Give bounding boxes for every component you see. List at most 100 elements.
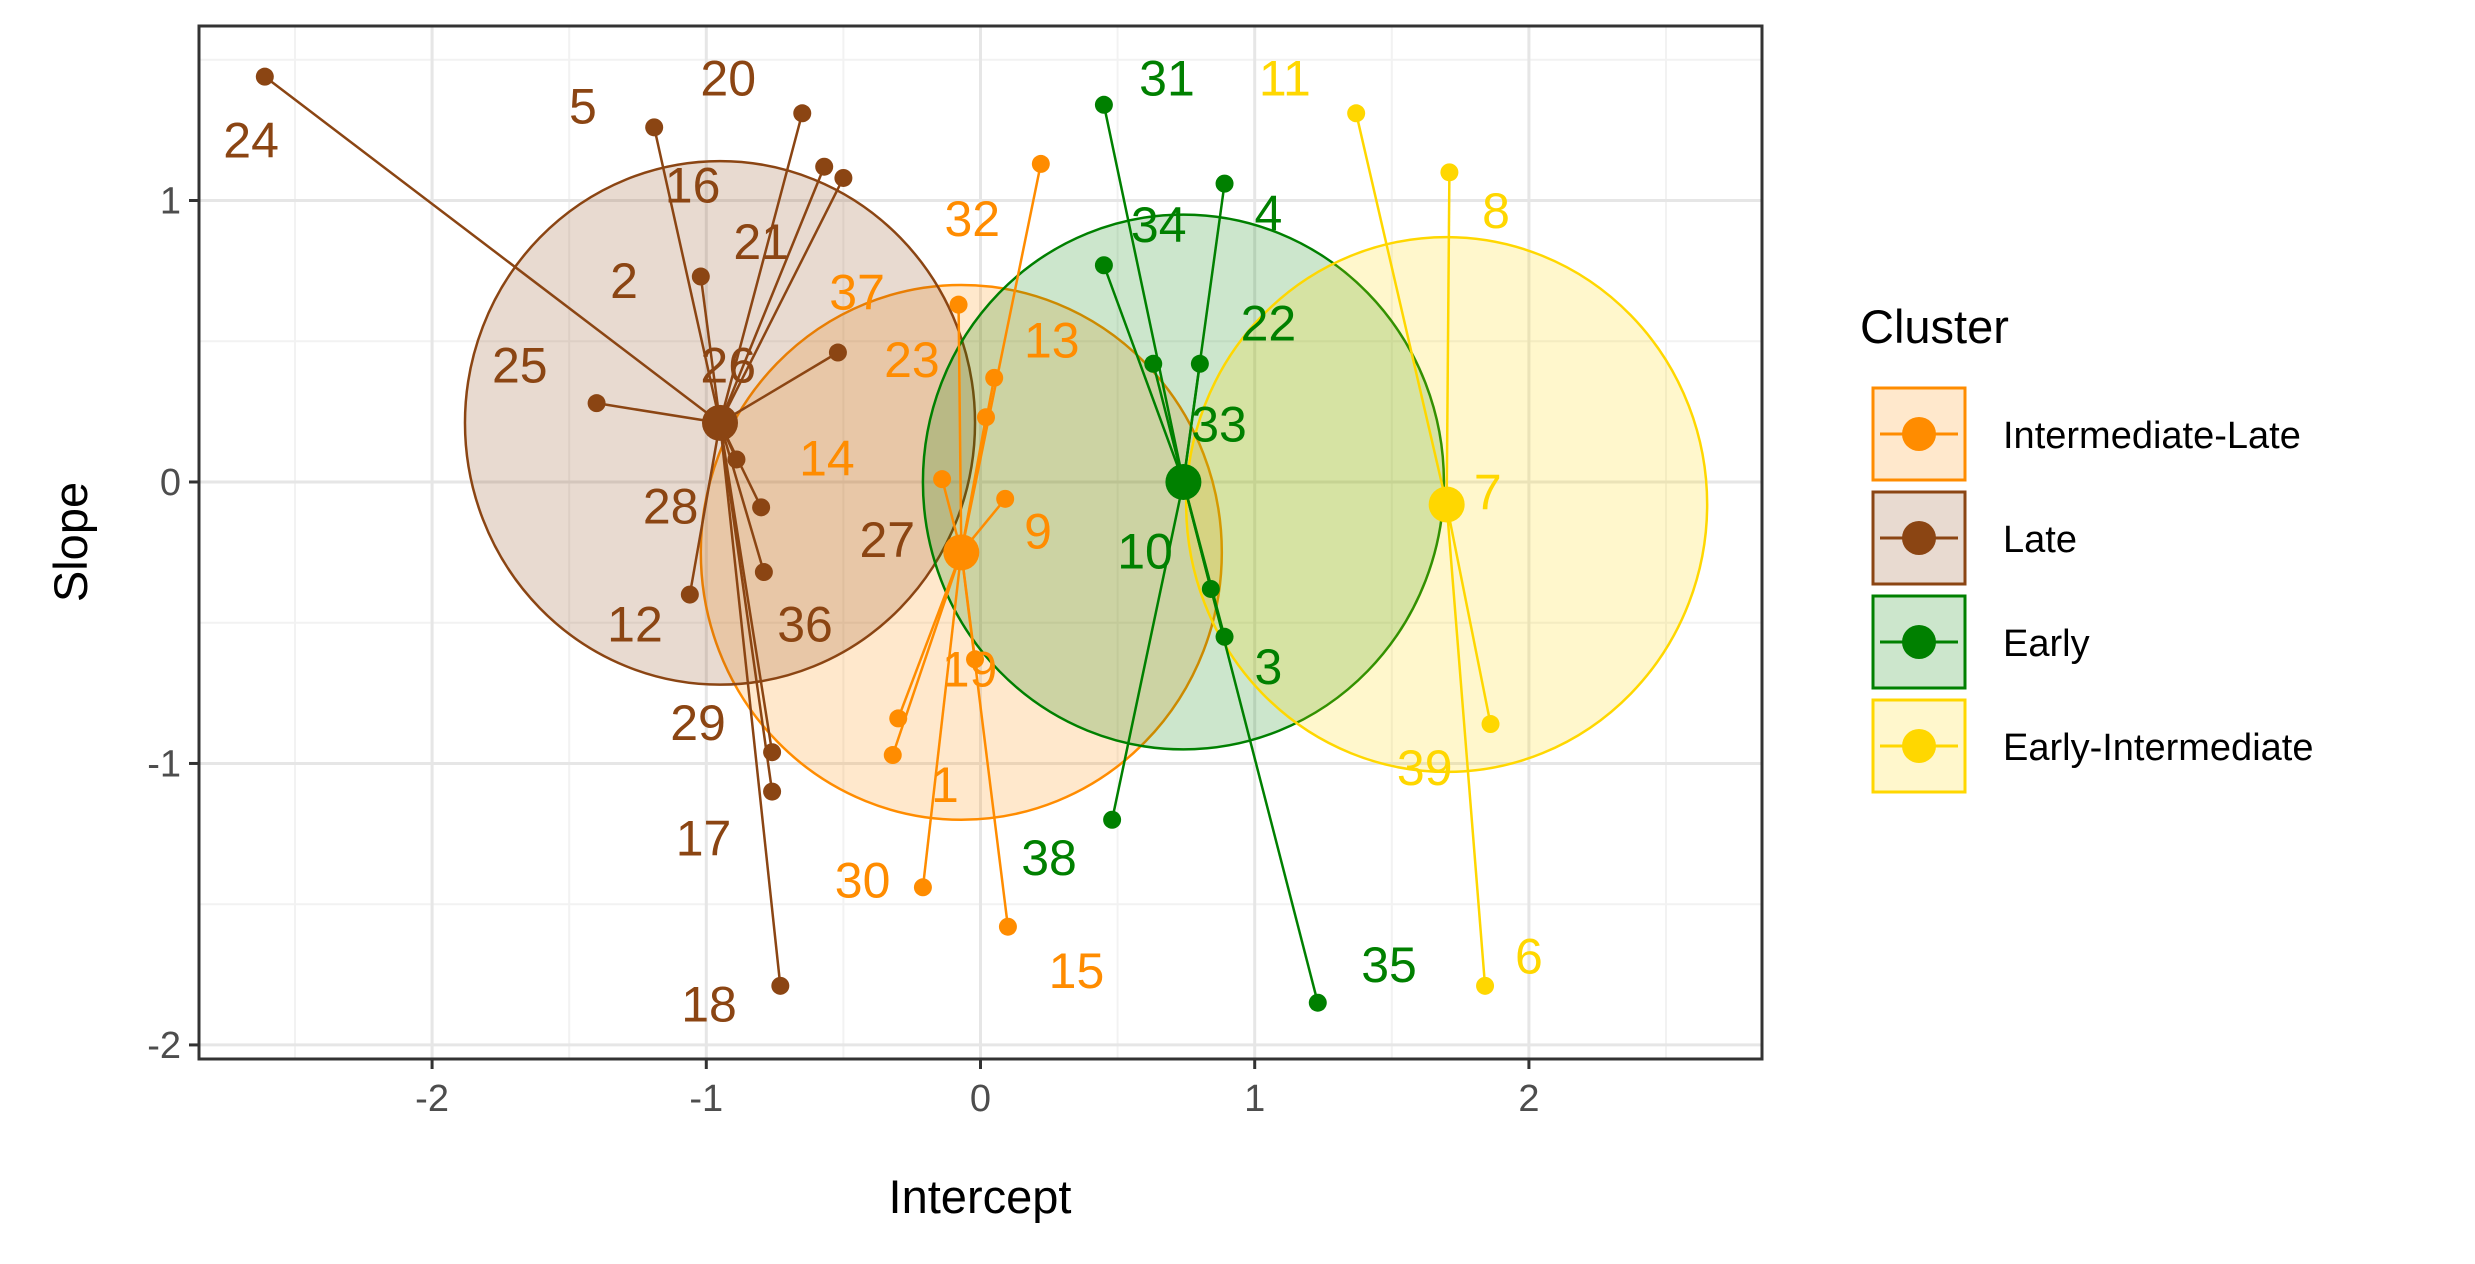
cluster-centroid bbox=[1428, 486, 1465, 523]
point-label: 11 bbox=[1259, 50, 1311, 106]
point-label: 30 bbox=[835, 853, 891, 909]
point-label: 36 bbox=[777, 597, 833, 653]
cluster-segment bbox=[652, 127, 722, 424]
point-label: 2 bbox=[610, 253, 638, 309]
point-label: 4 bbox=[1255, 186, 1283, 242]
data-point bbox=[691, 267, 710, 286]
x-axis-title: Intercept bbox=[889, 1170, 1072, 1223]
data-point bbox=[998, 917, 1017, 936]
x-tick-label: -2 bbox=[415, 1078, 449, 1120]
point-label: 8 bbox=[1482, 183, 1510, 239]
point-label: 33 bbox=[1191, 397, 1247, 453]
cluster-segment bbox=[1182, 363, 1202, 483]
point-label: 37 bbox=[829, 264, 885, 320]
cluster-segment bbox=[1110, 481, 1185, 821]
point-label: 21 bbox=[733, 214, 789, 270]
data-point bbox=[727, 450, 746, 469]
point-label: 32 bbox=[944, 191, 1000, 247]
point-label: 13 bbox=[1024, 312, 1080, 368]
data-point bbox=[889, 709, 908, 728]
point-label: 28 bbox=[643, 478, 699, 534]
point-label: 29 bbox=[670, 695, 726, 751]
point-label: 16 bbox=[665, 157, 721, 213]
data-point bbox=[680, 585, 699, 604]
legend-swatch-point bbox=[1902, 521, 1936, 555]
data-point bbox=[1031, 154, 1050, 173]
data-point bbox=[793, 104, 812, 123]
cluster-segment bbox=[1445, 172, 1451, 505]
data-point bbox=[828, 343, 847, 362]
data-point bbox=[1190, 354, 1209, 373]
cluster-segment bbox=[718, 177, 845, 424]
point-label: 39 bbox=[1397, 740, 1453, 796]
cluster-segment bbox=[1354, 112, 1448, 505]
cluster-segment bbox=[957, 304, 963, 553]
data-point bbox=[913, 878, 932, 897]
cluster-centroid bbox=[702, 404, 738, 441]
data-point bbox=[1215, 627, 1234, 646]
data-point bbox=[645, 118, 664, 137]
y-tick-label: -2 bbox=[147, 1025, 181, 1067]
data-point bbox=[1094, 95, 1113, 114]
cluster-segments bbox=[264, 75, 1492, 1004]
legend-key: Late bbox=[1871, 490, 2077, 586]
cluster-segment bbox=[1102, 264, 1185, 483]
x-tick-label: -1 bbox=[689, 1078, 723, 1120]
point-label: 1 bbox=[931, 757, 959, 813]
point-label: 19 bbox=[942, 642, 998, 698]
legend-swatch-point bbox=[1902, 417, 1936, 451]
cluster-segment bbox=[719, 351, 839, 424]
cluster-segment bbox=[718, 112, 804, 424]
x-tick-label: 0 bbox=[970, 1078, 991, 1120]
point-label: 23 bbox=[884, 332, 940, 388]
point-label: 20 bbox=[700, 50, 756, 106]
y-axis-title: Slope bbox=[44, 482, 97, 602]
cluster-segment bbox=[718, 422, 766, 573]
data-point bbox=[1144, 354, 1163, 373]
legend: Cluster Intermediate-Late Late Early Early-… bbox=[1860, 300, 2313, 794]
point-label: 27 bbox=[859, 512, 915, 568]
data-point bbox=[1215, 174, 1234, 193]
data-point bbox=[1094, 256, 1113, 275]
cluster-segment bbox=[1182, 481, 1319, 1004]
data-point bbox=[815, 157, 834, 176]
point-label: 15 bbox=[1049, 943, 1105, 999]
point-label: 34 bbox=[1131, 197, 1187, 253]
cluster-segment bbox=[596, 401, 721, 425]
point-label: 26 bbox=[700, 338, 756, 394]
y-tick-label: 0 bbox=[160, 462, 181, 504]
legend-swatch-point bbox=[1902, 625, 1936, 659]
legend-keys: Intermediate-Late Late Early Early-Intermed… bbox=[1871, 386, 2313, 794]
cluster-segment bbox=[264, 75, 721, 424]
cluster-segment bbox=[699, 276, 722, 424]
legend-label: Late bbox=[2003, 519, 2077, 561]
point-label: 25 bbox=[492, 338, 548, 394]
cluster-segment bbox=[1152, 363, 1185, 483]
data-point bbox=[996, 489, 1015, 508]
data-point bbox=[834, 168, 853, 187]
data-point bbox=[933, 470, 952, 489]
point-label: 9 bbox=[1024, 504, 1052, 560]
y-tick-label: -1 bbox=[147, 743, 181, 785]
legend-key: Early-Intermediate bbox=[1871, 698, 2313, 794]
cluster-segment bbox=[960, 552, 1010, 927]
data-point bbox=[985, 368, 1004, 387]
point-label: 17 bbox=[676, 810, 732, 866]
point-label: 31 bbox=[1139, 50, 1195, 106]
legend-title: Cluster bbox=[1860, 300, 2009, 353]
cluster-segment bbox=[921, 552, 963, 888]
gridlines bbox=[199, 26, 1762, 1059]
legend-swatch-point bbox=[1902, 729, 1936, 763]
cluster-segment bbox=[1102, 104, 1185, 483]
data-point bbox=[587, 394, 606, 413]
y-tick-label: 1 bbox=[160, 181, 181, 223]
point-label: 38 bbox=[1021, 830, 1077, 886]
legend-label: Early bbox=[2003, 623, 2090, 665]
data-point bbox=[763, 743, 782, 762]
data-point bbox=[255, 67, 274, 86]
data-points bbox=[255, 67, 1500, 1012]
data-point bbox=[1481, 715, 1500, 734]
data-point bbox=[752, 498, 771, 517]
